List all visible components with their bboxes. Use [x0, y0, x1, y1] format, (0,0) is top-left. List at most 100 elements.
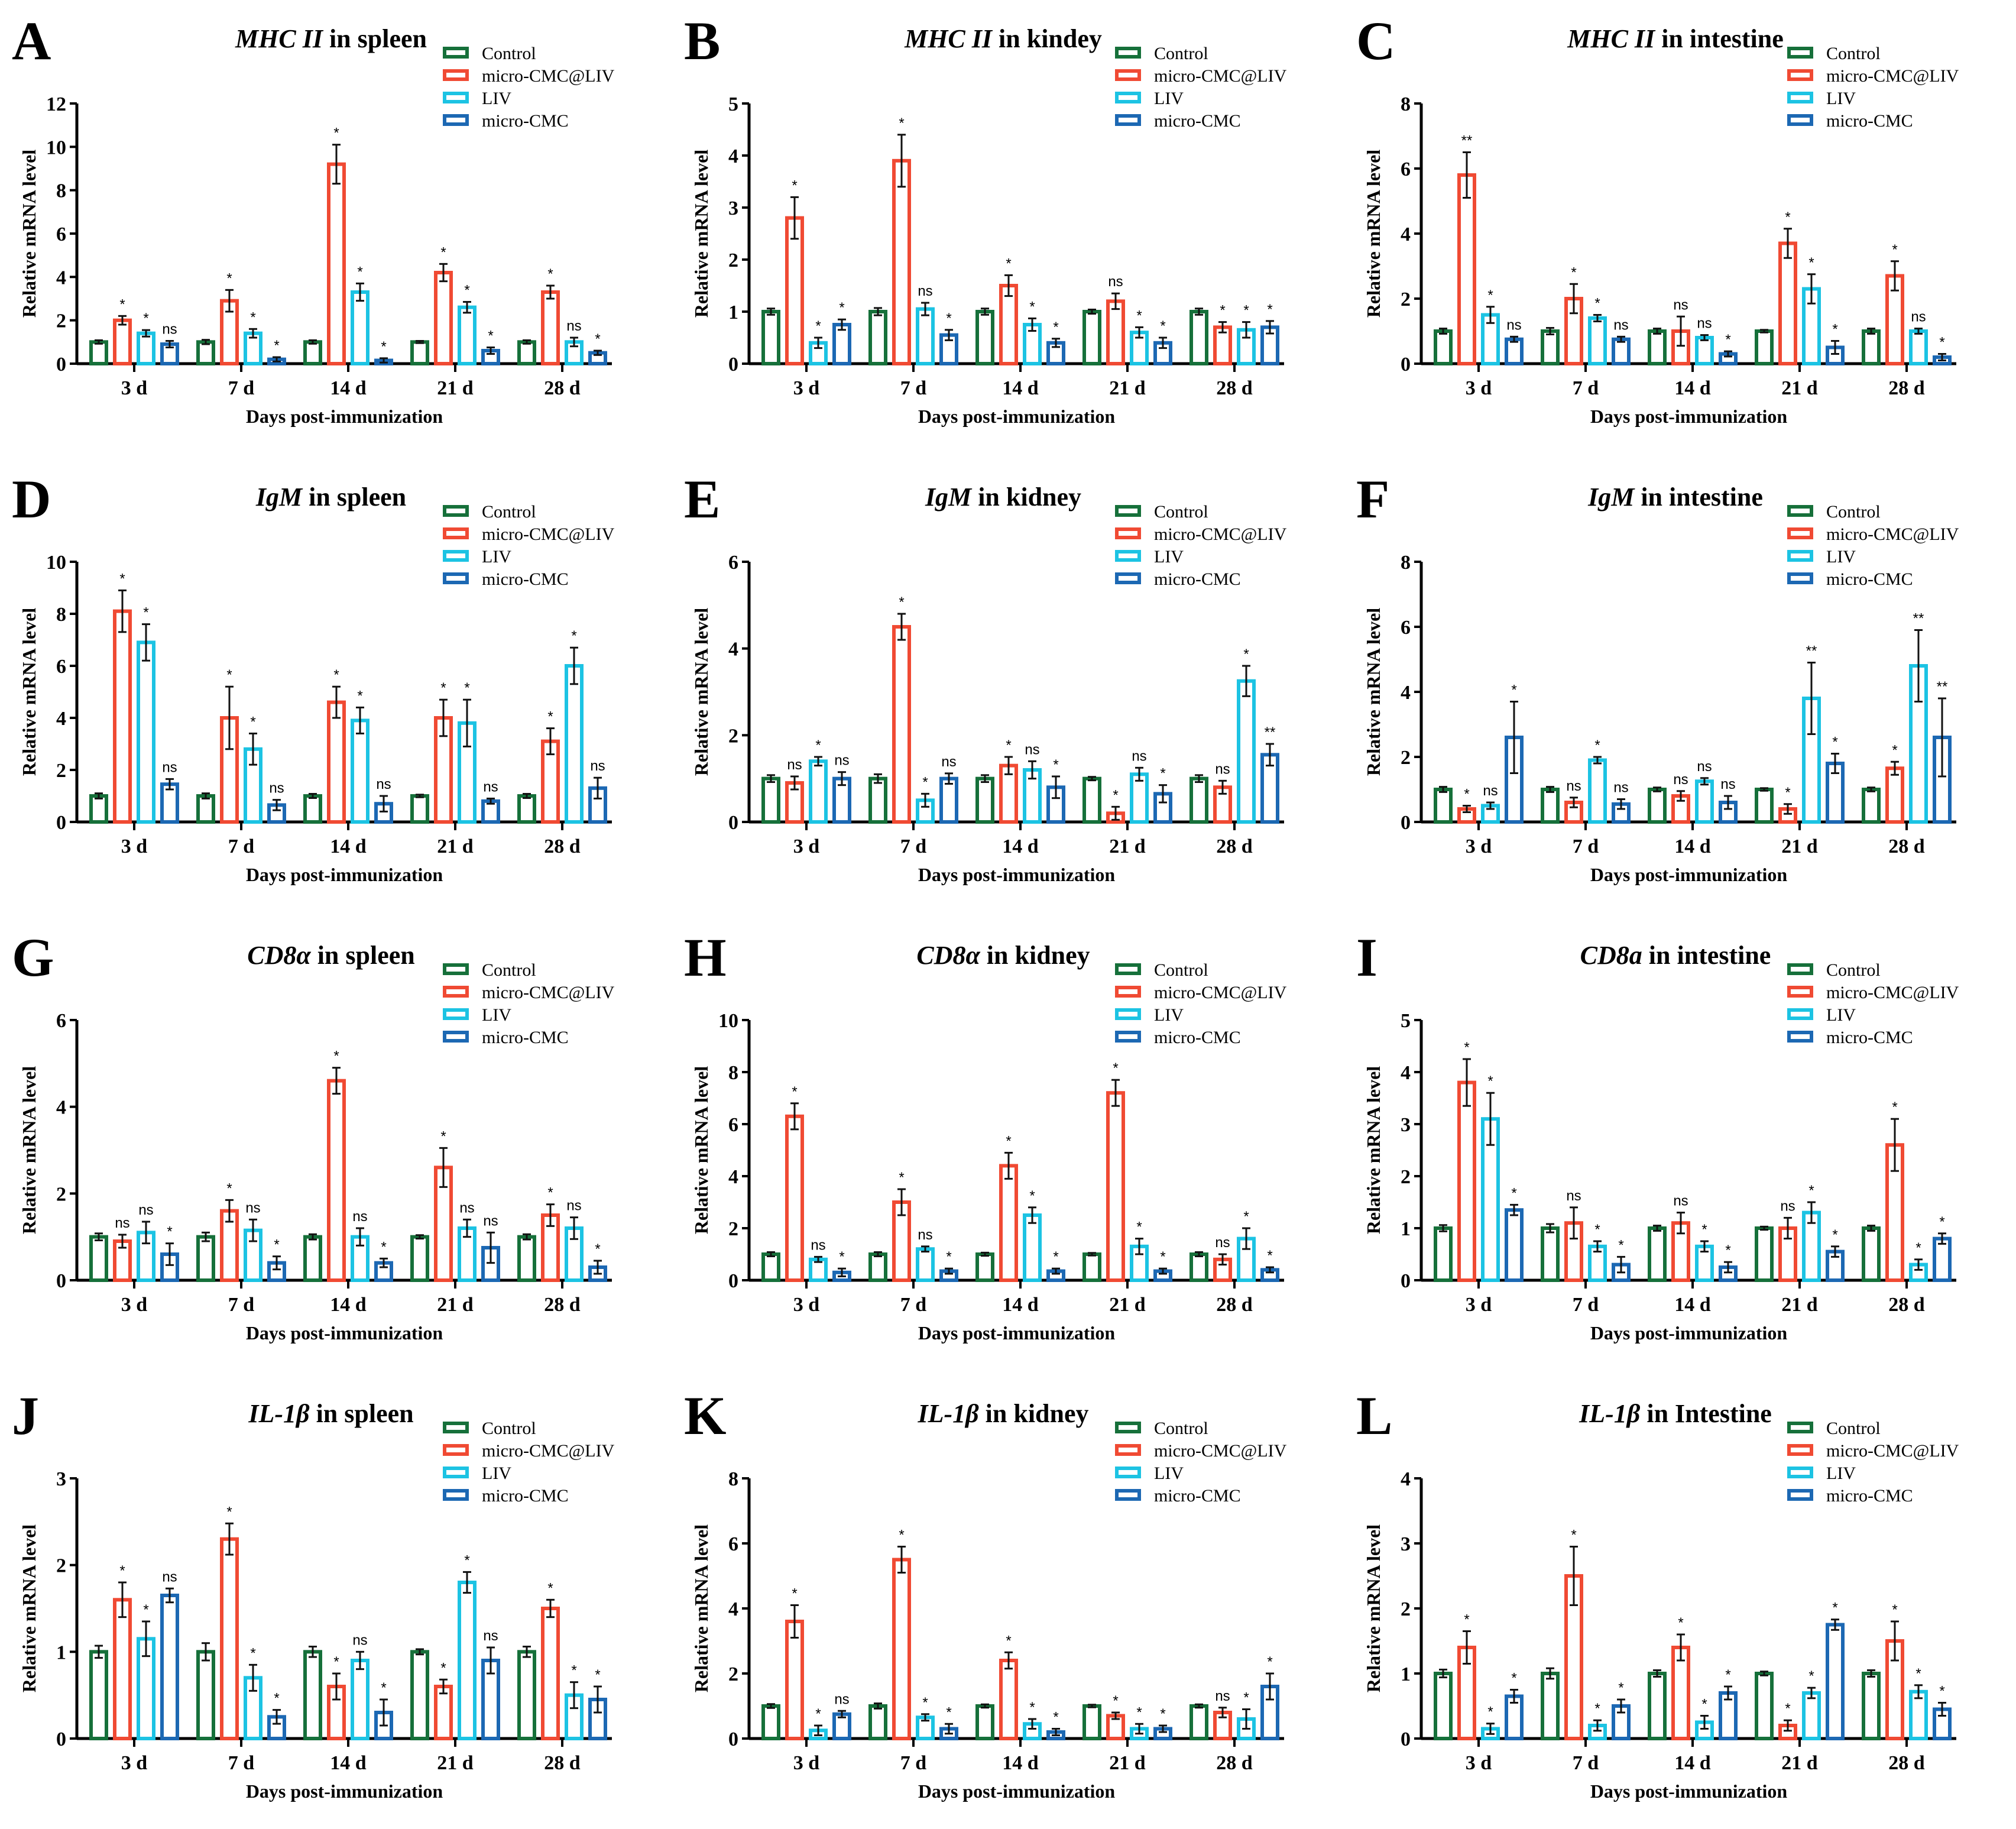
y-tick-label: 2 — [728, 725, 738, 747]
bar-micro-cmc-liv — [1106, 1091, 1125, 1282]
significance-label: ns — [918, 283, 932, 299]
legend-label: micro-CMC@LIV — [1154, 1441, 1287, 1461]
tissue-name: in intestine — [1655, 24, 1784, 53]
bar-micro-cmc-liv — [892, 1558, 911, 1740]
bar-liv — [1130, 1244, 1149, 1282]
gene-name: MHC II — [904, 24, 993, 53]
bar-micro-cmc-liv — [113, 1598, 132, 1741]
bar-micro-cmc-liv — [1885, 766, 1904, 824]
significance-label: * — [1892, 742, 1897, 758]
y-axis-label: Relative mRNA level — [18, 1066, 40, 1234]
legend-swatch — [443, 986, 469, 998]
y-axis-label: Relative mRNA level — [691, 1066, 712, 1234]
legend-swatch — [443, 69, 469, 81]
panel-d: D IgM in spleen Control micro-CMC@LIV LIV mic… — [12, 469, 615, 885]
bar-control — [868, 1252, 887, 1282]
significance-label: * — [1464, 1040, 1469, 1056]
bar-liv — [458, 1581, 477, 1740]
x-axis-label: Days post-immunization — [918, 864, 1116, 885]
y-tick-label: 4 — [1401, 682, 1411, 704]
y-tick-label: 4 — [1401, 224, 1411, 245]
significance-label: * — [1832, 734, 1837, 750]
significance-label: * — [1464, 786, 1469, 802]
significance-label: ns — [269, 781, 284, 797]
bar-micro-cmc-liv — [999, 284, 1018, 365]
significance-label: * — [815, 1706, 821, 1722]
significance-label: ns — [1215, 1235, 1230, 1251]
bar-micro-cmc-liv — [785, 1620, 804, 1740]
y-tick-label: 6 — [1401, 158, 1411, 180]
significance-label: * — [1594, 1222, 1600, 1238]
panel-title: MHC II in kindey — [904, 24, 1102, 53]
x-tick-label: 28 d — [1216, 1294, 1253, 1316]
bar-control — [410, 1235, 429, 1283]
x-tick-label: 21 d — [437, 1752, 474, 1774]
significance-label: ns — [1215, 1688, 1230, 1704]
bar-control — [1434, 1672, 1453, 1740]
x-tick-label: 3 d — [1466, 377, 1492, 399]
legend-label: micro-CMC@LIV — [1826, 983, 1959, 1002]
significance-label: * — [1243, 1690, 1249, 1706]
x-tick-label: 14 d — [1674, 377, 1711, 399]
x-axis-label: Days post-immunization — [1590, 1781, 1788, 1802]
x-axis-label: Days post-immunization — [1590, 864, 1788, 885]
x-tick-label: 7 d — [900, 836, 927, 857]
bar-control — [1541, 329, 1560, 365]
bar-micro-cmc-liv — [327, 1079, 346, 1282]
bar-control — [868, 1704, 887, 1740]
legend-swatch — [1787, 1467, 1813, 1478]
y-tick-label: 0 — [56, 1728, 66, 1750]
bar-control — [1862, 788, 1881, 824]
legend-swatch — [443, 1444, 469, 1456]
legend-label: micro-CMC@LIV — [482, 983, 615, 1002]
legend-swatch — [443, 1008, 469, 1020]
significance-label: * — [1511, 682, 1516, 698]
bar-control — [1189, 310, 1208, 365]
significance-label: * — [1785, 209, 1790, 225]
bar-control — [1648, 1672, 1667, 1740]
tissue-name: in spleen — [311, 941, 415, 970]
x-tick-label: 3 d — [793, 1752, 820, 1774]
bar-control — [1541, 788, 1560, 824]
y-tick-label: 0 — [1401, 1728, 1411, 1750]
bar-micro-cmc — [939, 776, 958, 824]
legend-label: micro-CMC@LIV — [482, 525, 615, 544]
panel-title: CD8α in spleen — [247, 941, 415, 970]
significance-label: * — [1053, 319, 1058, 335]
significance-label: * — [1832, 322, 1837, 338]
significance-label: ** — [1461, 133, 1473, 149]
significance-label: * — [1220, 303, 1225, 319]
gene-name: CD8α — [247, 941, 311, 970]
x-tick-label: 14 d — [330, 1294, 367, 1316]
significance-label: * — [1267, 1654, 1272, 1670]
significance-label: * — [440, 1660, 446, 1676]
significance-label: * — [1029, 1699, 1035, 1715]
significance-label: * — [1006, 255, 1011, 271]
significance-label: * — [1785, 785, 1790, 801]
x-tick-label: 14 d — [1002, 836, 1039, 857]
legend-label: micro-CMC@LIV — [1826, 66, 1959, 86]
bar-liv — [137, 640, 155, 824]
significance-label: ns — [566, 318, 581, 334]
bar-micro-cmc-liv — [113, 609, 132, 824]
bar-control — [1434, 329, 1453, 365]
significance-label: * — [1511, 1671, 1516, 1686]
significance-label: * — [1594, 737, 1600, 753]
significance-label: * — [1136, 307, 1142, 323]
bar-control — [1541, 1226, 1560, 1282]
legend-label: LIV — [482, 1464, 511, 1483]
y-tick-label: 1 — [1401, 1218, 1411, 1240]
bar-control — [975, 1704, 994, 1740]
y-tick-label: 4 — [56, 708, 66, 730]
significance-label: * — [946, 310, 951, 326]
significance-label: ns — [1108, 274, 1123, 290]
significance-label: * — [815, 318, 821, 334]
significance-label: * — [1113, 787, 1118, 803]
y-tick-label: 2 — [728, 250, 738, 271]
significance-label: ns — [834, 753, 849, 769]
significance-label: * — [547, 1580, 553, 1596]
significance-label: * — [1053, 1249, 1058, 1265]
legend-swatch — [443, 527, 469, 539]
significance-label: * — [143, 310, 148, 326]
